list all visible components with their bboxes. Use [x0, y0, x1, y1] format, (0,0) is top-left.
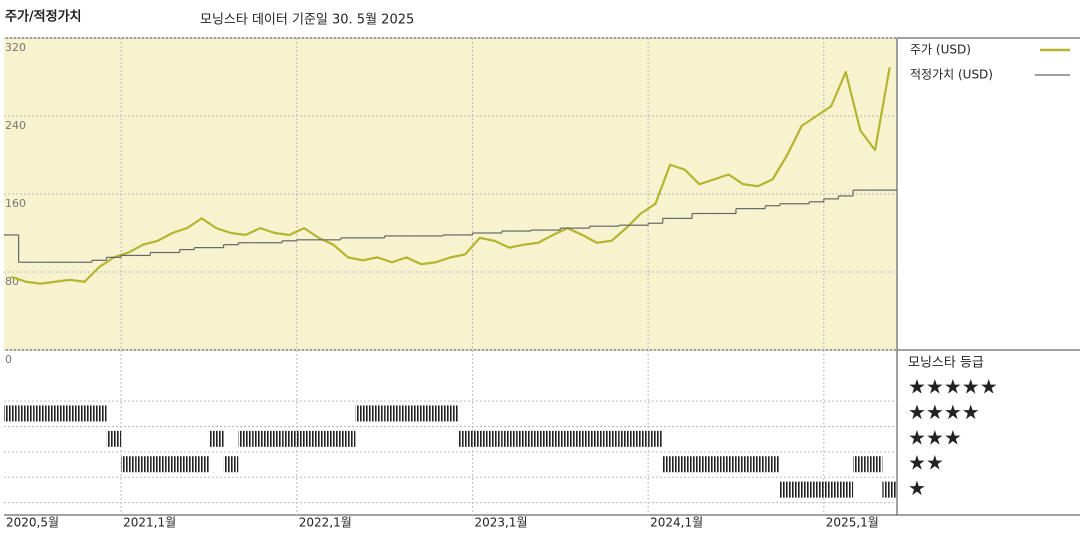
- price-line: [10, 67, 891, 285]
- rating-bar: [267, 430, 283, 447]
- rating-bar: [677, 456, 693, 473]
- rating-bar: [457, 430, 473, 447]
- rating-bar: [750, 456, 766, 473]
- rating-bar: [208, 430, 224, 447]
- rating-bar: [516, 430, 532, 447]
- rating-bar: [165, 456, 180, 473]
- rating-bar: [399, 405, 414, 422]
- rating-bar: [487, 430, 502, 447]
- x-tick-label: 2021,1월: [123, 516, 176, 530]
- rating-bar: [238, 430, 253, 447]
- rating-bar: [531, 430, 546, 447]
- rating-bar: [62, 405, 78, 422]
- rating-bar: [326, 430, 341, 447]
- chart-subtitle: 모닝스타 데이터 기준일 30. 5월 2025: [200, 13, 414, 28]
- rating-bar: [779, 481, 795, 498]
- rating-bar: [633, 430, 649, 447]
- rating-bar: [735, 456, 751, 473]
- rating-bar: [18, 405, 34, 422]
- rating-bar: [252, 430, 268, 447]
- rating-label: ★★★★: [908, 400, 980, 424]
- y-tick-label: 160: [5, 197, 26, 210]
- rating-bar: [77, 405, 92, 422]
- rating-bar: [106, 430, 122, 447]
- rating-bar: [823, 481, 839, 498]
- x-tick-label: 2025,1월: [826, 516, 879, 530]
- rating-bar: [706, 456, 722, 473]
- rating-bar: [428, 405, 444, 422]
- rating-label: ★★★: [908, 425, 962, 449]
- rating-bar: [369, 405, 385, 422]
- rating-bar: [340, 430, 356, 447]
- x-tick-label: 2020,5월: [6, 516, 59, 530]
- rating-bar: [501, 430, 517, 447]
- rating-bar: [121, 456, 136, 473]
- rating-bar: [853, 456, 868, 473]
- rating-bar: [838, 481, 854, 498]
- rating-bar: [867, 456, 883, 473]
- rating-title: 모닝스타 등급: [908, 356, 984, 371]
- rating-bar: [355, 405, 370, 422]
- x-tick-label: 2024,1월: [650, 516, 703, 530]
- rating-bar: [4, 405, 19, 422]
- rating-bar: [311, 430, 327, 447]
- rating-bar: [589, 430, 605, 447]
- rating-bar: [692, 456, 707, 473]
- rating-bar: [384, 405, 400, 422]
- rating-bar: [545, 430, 561, 447]
- rating-bar: [33, 405, 48, 422]
- rating-bar: [662, 456, 678, 473]
- rating-bar: [150, 456, 166, 473]
- rating-bar: [882, 481, 897, 498]
- rating-bar: [721, 456, 736, 473]
- rating-bar: [472, 430, 488, 447]
- rating-bar: [765, 456, 780, 473]
- legend-label: 주가 (USD): [910, 43, 971, 57]
- rating-bar: [648, 430, 663, 447]
- rating-label: ★★: [908, 451, 944, 475]
- rating-bar: [194, 456, 209, 473]
- rating-bar: [604, 430, 619, 447]
- rating-bar: [179, 456, 195, 473]
- rating-bar: [794, 481, 810, 498]
- legend-label: 적정가치 (USD): [910, 68, 993, 82]
- rating-bar: [574, 430, 590, 447]
- rating-bar: [413, 405, 429, 422]
- rating-bar: [560, 430, 575, 447]
- y-tick-label: 0: [5, 353, 12, 366]
- rating-bar: [296, 430, 312, 447]
- rating-bar: [91, 405, 107, 422]
- chart-title: 주가/적정가치: [5, 9, 82, 25]
- rating-label: ★★★★★: [908, 375, 998, 399]
- rating-bar: [809, 481, 824, 498]
- rating-bar: [135, 456, 151, 473]
- y-tick-label: 320: [5, 41, 26, 54]
- rating-bar: [223, 456, 239, 473]
- rating-bar: [47, 405, 63, 422]
- rating-bar: [443, 405, 458, 422]
- rating-label: ★: [908, 476, 926, 500]
- x-tick-label: 2023,1월: [474, 516, 527, 530]
- rating-bar: [618, 430, 634, 447]
- rating-bar: [282, 430, 297, 447]
- y-tick-label: 240: [5, 119, 26, 132]
- x-tick-label: 2022,1월: [299, 516, 352, 530]
